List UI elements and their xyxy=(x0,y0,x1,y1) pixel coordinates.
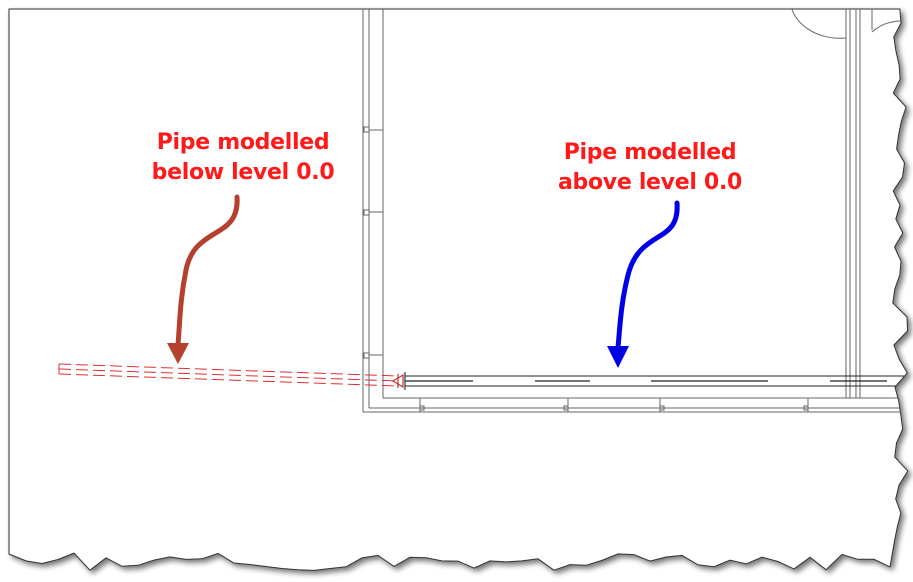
callout-above-line2: above level 0.0 xyxy=(557,170,743,195)
floor-plan xyxy=(58,9,908,413)
pipe-fitting-symbol xyxy=(391,372,406,390)
callout-above-line1: Pipe modelled xyxy=(563,140,737,165)
pipe-below-level xyxy=(58,363,399,387)
wall-right xyxy=(789,9,908,398)
arrow-below xyxy=(167,194,240,364)
arrow-above xyxy=(607,200,680,368)
callout-pipe-below-level: Pipe modelled below level 0.0 xyxy=(138,128,348,188)
pipe-above-level xyxy=(405,375,908,387)
callout-below-line1: Pipe modelled xyxy=(156,130,330,155)
torn-paper-sheet xyxy=(8,8,909,571)
wall-left xyxy=(362,9,384,412)
callout-below-line2: below level 0.0 xyxy=(151,160,335,185)
wall-bottom xyxy=(362,397,908,413)
callout-pipe-above-level: Pipe modelled above level 0.0 xyxy=(545,138,755,198)
